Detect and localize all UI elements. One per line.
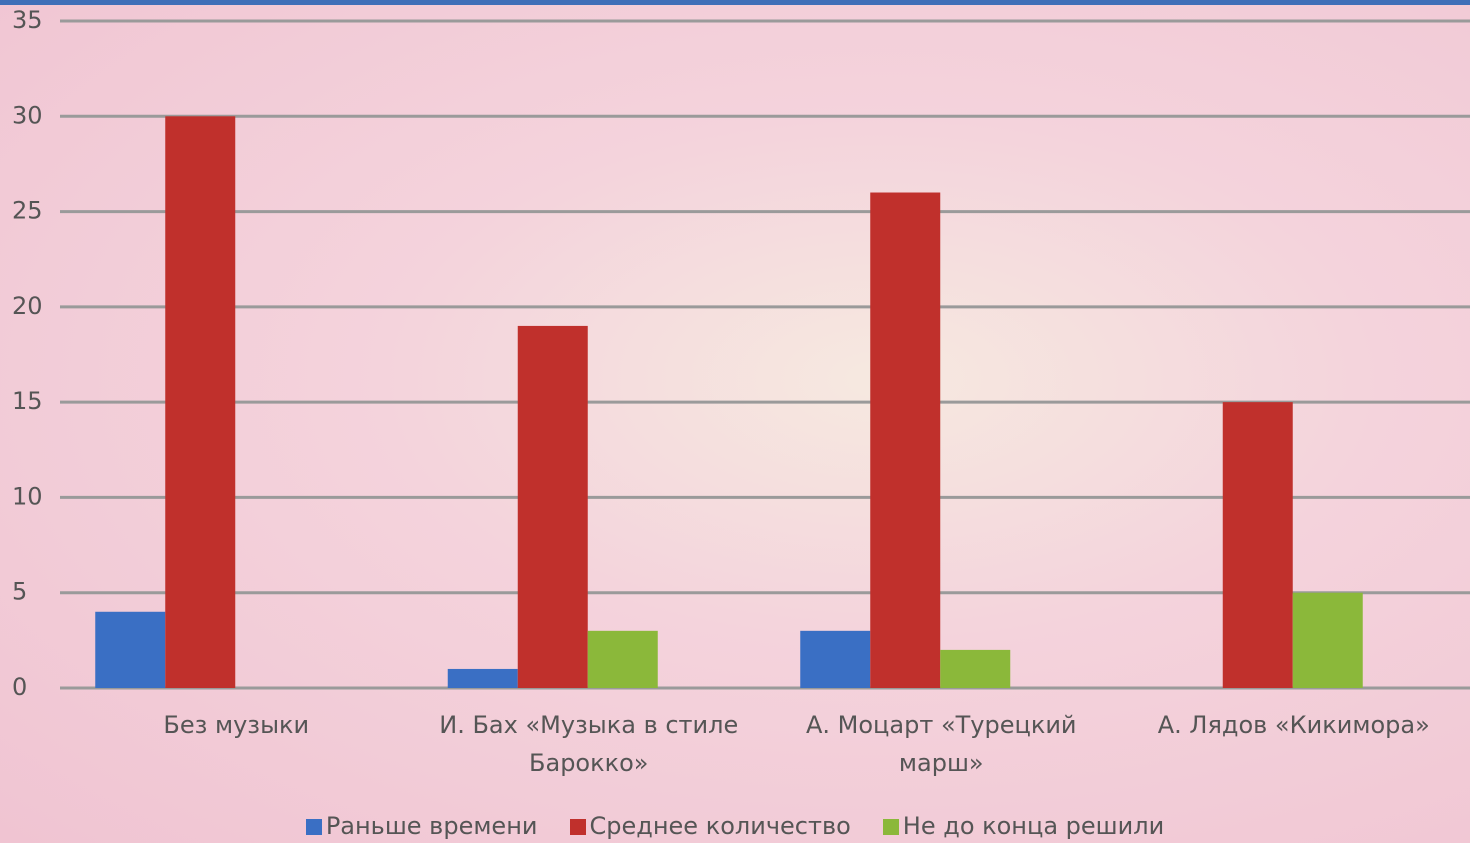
y-tick-label: 30: [12, 101, 43, 129]
x-tick-label: А. Моцарт «Турецкий марш»: [771, 706, 1111, 782]
legend-item: Не до конца решили: [883, 812, 1164, 840]
legend-item: Раньше времени: [306, 812, 538, 840]
bar: [1223, 402, 1293, 688]
legend-swatch: [883, 819, 899, 835]
bar: [588, 631, 658, 688]
y-tick-label: 15: [12, 387, 43, 415]
y-tick-label: 35: [12, 6, 43, 34]
legend: Раньше времени Среднее количество Не до ко…: [0, 812, 1470, 840]
x-tick-label: А. Лядов «Кикимора»: [1124, 706, 1464, 744]
y-tick-label: 0: [12, 673, 27, 701]
bar: [940, 650, 1010, 688]
legend-swatch: [306, 819, 322, 835]
bar: [870, 193, 940, 688]
bar: [1293, 593, 1363, 688]
bar: [165, 116, 235, 688]
x-tick-label: И. Бах «Музыка в стиле Барокко»: [419, 706, 759, 782]
bar: [518, 326, 588, 688]
chart: 0 5 10 15 20 25 30 35 Раньше времени Среднее кол…: [0, 0, 1470, 843]
legend-label: Среднее количество: [590, 812, 851, 840]
x-tick-label: Без музыки: [66, 706, 406, 744]
legend-label: Раньше времени: [326, 812, 538, 840]
bar: [95, 612, 165, 688]
y-tick-label: 25: [12, 197, 43, 225]
y-tick-label: 10: [12, 482, 43, 510]
y-tick-label: 5: [12, 578, 27, 606]
top-border: [0, 0, 1470, 5]
legend-item: Среднее количество: [570, 812, 851, 840]
bar: [800, 631, 870, 688]
bar: [448, 669, 518, 688]
legend-label: Не до конца решили: [903, 812, 1164, 840]
legend-swatch: [570, 819, 586, 835]
y-tick-label: 20: [12, 292, 43, 320]
